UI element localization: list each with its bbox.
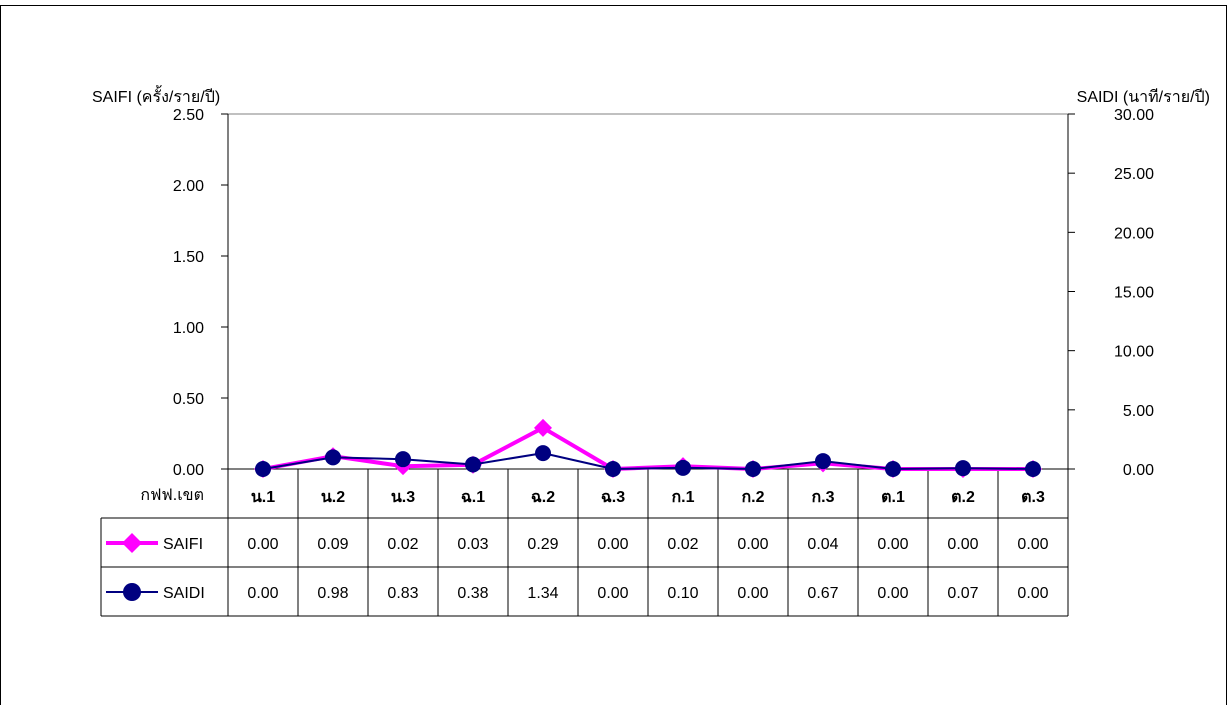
data-point-saidi [955,460,971,477]
chart-frame [0,5,1227,705]
data-label: 0.04 [807,536,838,553]
data-point-saidi [255,461,271,477]
legend-key-saifi [106,533,158,553]
x-tick-label: ต.3 [1021,489,1045,506]
data-label: 0.10 [667,585,698,602]
x-tick-label: ก.3 [811,489,834,506]
y-right-tick-label: 5.00 [1123,403,1154,420]
legend-marker-circle [123,583,141,601]
y-left-tick-label: 1.50 [173,249,204,266]
data-label: 0.00 [877,536,908,553]
legend-marker-diamond [122,533,142,553]
data-point-saidi [535,445,551,462]
data-point-saidi [745,461,761,477]
data-label: 0.07 [947,585,978,602]
data-label: 0.98 [317,585,348,602]
data-point-saifi [534,418,552,437]
data-label: 0.00 [597,536,628,553]
data-point-saidi [465,456,481,473]
data-label: 0.00 [597,585,628,602]
data-label: 0.09 [317,536,348,553]
y-right-tick-label: 25.00 [1114,166,1154,183]
x-tick-label: ฉ.2 [531,489,555,506]
y-right-tick-label: 0.00 [1123,462,1154,479]
data-point-saidi [325,449,341,466]
y-left-tick-label: 0.50 [173,391,204,408]
y-right-tick-label: 30.00 [1114,107,1154,124]
y-left-tick-label: 2.50 [173,107,204,124]
data-label: 0.00 [1017,585,1048,602]
data-point-saidi [815,453,831,470]
series-name: SAIDI [163,585,205,602]
y-left-tick-label: 0.00 [173,462,204,479]
data-point-saidi [885,461,901,477]
x-tick-label: ฉ.1 [461,489,485,506]
data-label: 0.00 [737,536,768,553]
data-label: 0.00 [1017,536,1048,553]
y-right-axis-title: SAIDI (นาที/ราย/ปี) [1077,88,1210,106]
data-label: 0.00 [947,536,978,553]
data-table: กฟฟ.เขต น.1 น.2 น.3 ฉ.1 ฉ.2 ฉ.3 ก.1 ก.2 ก.3 ต.1 ต.2… [100,469,1069,617]
y-right-tick-label: 20.00 [1114,225,1154,242]
x-axis-title: กฟฟ.เขต [140,487,204,504]
x-tick-label: ก.1 [671,489,694,506]
data-label: 0.00 [247,536,278,553]
data-label: 0.29 [527,536,558,553]
data-label: 0.38 [457,585,488,602]
data-point-saidi [395,451,411,468]
axes: 0.00 0.50 1.00 1.50 2.00 2.50 0.00 5.00 10.00 15.… [173,107,1154,479]
legend-key-saidi [106,583,158,601]
data-point-saidi [1025,461,1041,477]
data-label: 0.02 [667,536,698,553]
x-tick-label: ต.1 [881,489,905,506]
data-label: 0.02 [387,536,418,553]
series-layer [254,418,1042,478]
x-tick-label: น.3 [391,489,415,506]
series-name: SAIFI [163,536,203,553]
data-label: 1.34 [527,585,558,602]
y-left-tick-label: 1.00 [173,320,204,337]
series-line-saidi [262,452,1034,470]
data-label: 0.00 [877,585,908,602]
series-line-saifi [262,425,1033,471]
y-left-axis-title: SAIFI (ครั้ง/ราย/ปี) [92,85,220,106]
data-point-saidi [675,459,691,476]
x-tick-label: ต.2 [951,489,975,506]
y-right-tick-label: 15.00 [1114,285,1154,302]
y-right-tick-label: 10.00 [1114,344,1154,361]
data-point-saidi [605,461,621,477]
x-tick-label: น.1 [251,489,275,506]
x-tick-label: น.2 [321,489,345,506]
data-label: 0.00 [247,585,278,602]
data-label: 0.83 [387,585,418,602]
x-tick-label: ก.2 [741,489,764,506]
y-left-tick-label: 2.00 [173,178,204,195]
data-label: 0.00 [737,585,768,602]
data-label: 0.67 [807,585,838,602]
x-tick-label: ฉ.3 [601,489,625,506]
data-label: 0.03 [457,536,488,553]
